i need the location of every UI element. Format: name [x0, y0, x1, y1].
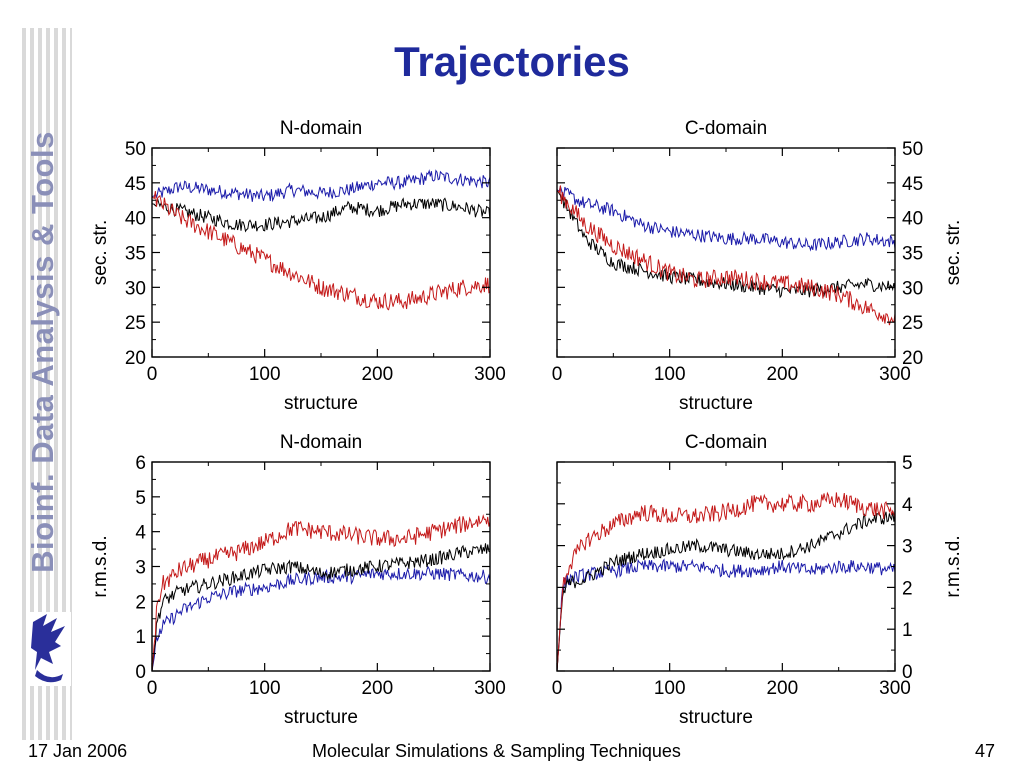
y-axis-label: r.m.s.d.: [943, 535, 964, 597]
series-line-black: [556, 189, 896, 299]
series-line-black: [151, 543, 491, 672]
x-tick-label: 100: [654, 678, 686, 699]
x-tick-label: 200: [361, 678, 393, 699]
chart-title: N-domain: [280, 118, 362, 139]
y-tick-label: 4: [135, 523, 146, 544]
footer-title: Molecular Simulations & Sampling Techniq…: [312, 741, 681, 761]
y-tick-label: 3: [902, 537, 913, 558]
x-axis-label: structure: [679, 707, 753, 728]
x-tick-label: 0: [147, 678, 158, 699]
x-tick-label: 200: [766, 364, 798, 385]
series-line-red: [151, 513, 491, 672]
series-line-black: [556, 510, 896, 672]
slide-title: Trajectories: [394, 38, 630, 85]
x-axis-label: structure: [284, 707, 358, 728]
y-tick-label: 0: [902, 662, 913, 683]
x-tick-label: 100: [654, 364, 686, 385]
y-tick-label: 25: [902, 313, 923, 334]
x-tick-label: 200: [766, 678, 798, 699]
y-tick-label: 5: [902, 453, 913, 474]
y-tick-label: 45: [125, 174, 146, 195]
y-tick-label: 50: [125, 139, 146, 160]
y-tick-label: 6: [135, 453, 146, 474]
x-axis-label: structure: [284, 393, 358, 414]
series-line-red: [556, 185, 896, 326]
x-tick-label: 0: [147, 364, 158, 385]
chart-title: C-domain: [685, 118, 767, 139]
y-tick-label: 1: [135, 627, 146, 648]
x-tick-label: 300: [879, 678, 911, 699]
x-tick-label: 300: [474, 678, 506, 699]
y-tick-label: 0: [135, 662, 146, 683]
footer-page-number: 47: [975, 741, 996, 761]
griffin-logo-icon: [27, 612, 71, 686]
x-tick-label: 300: [879, 364, 911, 385]
y-tick-label: 20: [125, 348, 146, 369]
x-tick-label: 100: [249, 364, 281, 385]
x-tick-label: 300: [474, 364, 506, 385]
y-axis-label: r.m.s.d.: [90, 535, 111, 597]
y-tick-label: 1: [902, 620, 913, 641]
y-tick-label: 2: [902, 578, 913, 599]
y-axis-label: sec. str.: [943, 220, 964, 285]
y-tick-label: 20: [902, 348, 923, 369]
y-tick-label: 2: [135, 592, 146, 613]
y-tick-label: 35: [902, 244, 923, 265]
y-tick-label: 3: [135, 558, 146, 579]
chart-title: N-domain: [280, 432, 362, 453]
series-line-blue: [151, 169, 491, 203]
y-tick-label: 40: [902, 209, 923, 230]
y-tick-label: 30: [902, 278, 923, 299]
x-tick-label: 100: [249, 678, 281, 699]
series-line-blue: [556, 558, 896, 672]
x-axis-label: structure: [679, 393, 753, 414]
x-tick-label: 0: [552, 364, 563, 385]
plot-frame: [151, 461, 491, 672]
y-axis-label: sec. str.: [90, 220, 111, 285]
chart-title: C-domain: [685, 432, 767, 453]
y-tick-label: 50: [902, 139, 923, 160]
y-tick-label: 4: [902, 495, 913, 516]
y-tick-label: 5: [135, 488, 146, 509]
y-tick-label: 35: [125, 244, 146, 265]
y-tick-label: 45: [902, 174, 923, 195]
y-tick-label: 25: [125, 313, 146, 334]
plot-frame: [556, 147, 896, 358]
x-tick-label: 200: [361, 364, 393, 385]
series-line-black: [151, 197, 491, 233]
y-tick-label: 40: [125, 209, 146, 230]
x-tick-label: 0: [552, 678, 563, 699]
series-line-red: [556, 491, 896, 672]
footer-date: 17 Jan 2006: [28, 741, 128, 761]
series-line-blue: [556, 185, 896, 252]
series-line-red: [151, 191, 491, 311]
y-tick-label: 30: [125, 278, 146, 299]
